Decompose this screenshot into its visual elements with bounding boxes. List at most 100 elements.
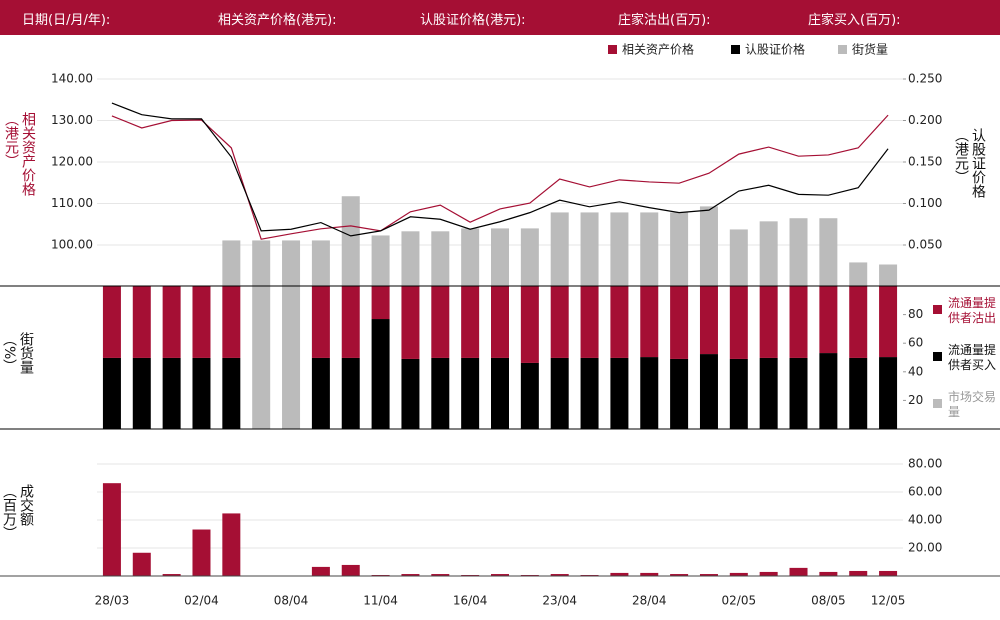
bar-segment	[759, 286, 778, 358]
bar-segment	[789, 357, 808, 429]
tick-label: 40	[908, 364, 923, 378]
line	[111, 114, 889, 240]
tick-label: 120.00	[51, 155, 93, 169]
legend-swatch	[608, 45, 617, 54]
header-field: 日期(日/月/年):	[22, 13, 111, 28]
bar-segment	[699, 286, 718, 355]
bar	[102, 483, 121, 576]
bar	[849, 262, 868, 287]
legend-label: 流通量提供者沽出	[948, 296, 997, 325]
legend-label: 认股证价格	[745, 42, 805, 57]
bar-segment	[849, 357, 868, 429]
bar-segment	[222, 286, 241, 358]
bar-segment	[580, 286, 599, 358]
legend-swatch	[933, 305, 942, 314]
bar-segment	[132, 286, 151, 358]
bar-segment	[311, 286, 330, 358]
bar-segment	[610, 286, 629, 358]
x-tick-label: 02/04	[184, 594, 219, 608]
header-field: 庄家沽出(百万):	[618, 13, 711, 28]
tick-label: 0.100	[908, 196, 942, 210]
header-field: 认股证价格(港元):	[420, 13, 526, 28]
bar-segment	[132, 357, 151, 429]
bar-segment	[401, 286, 420, 359]
tick-label: 0.200	[908, 113, 942, 127]
bar	[879, 264, 898, 287]
y2-axis-title: 认股证价格（港元）	[953, 128, 986, 198]
bar-segment	[401, 358, 420, 429]
bar-segment	[102, 357, 121, 429]
bar	[819, 571, 838, 576]
bar	[341, 564, 360, 576]
bar-segment	[699, 354, 718, 429]
legend-swatch	[731, 45, 740, 54]
bar	[640, 572, 659, 576]
bar-segment	[879, 286, 898, 358]
bar	[699, 206, 718, 287]
bar-segment	[461, 286, 480, 358]
bar	[759, 571, 778, 576]
bar	[729, 572, 748, 576]
tick-label: 140.00	[51, 72, 93, 86]
bar	[550, 212, 569, 287]
bar-segment	[849, 286, 868, 358]
bar	[879, 570, 898, 576]
bar-segment	[162, 357, 181, 429]
bar	[491, 228, 509, 287]
bar-segment	[550, 286, 569, 358]
bar	[819, 218, 838, 287]
y-axis-title: 街货量（%）	[1, 332, 34, 374]
tick-label: 80	[908, 307, 923, 321]
bar	[580, 212, 599, 287]
tick-label: 0.250	[908, 72, 942, 86]
y-axis-title: 相关资产价格（港元）	[3, 112, 36, 196]
x-tick-label: 28/03	[95, 594, 130, 608]
legend-label: 市场交易量	[948, 390, 997, 419]
bar-segment	[610, 357, 629, 429]
bar-segment	[729, 286, 748, 359]
bar-segment	[789, 286, 808, 358]
legend-label: 相关资产价格	[622, 42, 694, 57]
x-tick-label: 23/04	[542, 594, 577, 608]
bar-segment	[192, 286, 211, 358]
x-tick-label: 11/04	[363, 594, 398, 608]
bar	[461, 228, 480, 287]
tick-label: 0.050	[908, 238, 942, 252]
tick-label: 80.00	[908, 457, 942, 471]
legend-label: 流通量提供者买入	[948, 343, 997, 372]
bar	[670, 212, 689, 287]
header-bar: 日期(日/月/年): 相关资产价格(港元): 认股证价格(港元): 庄家沽出(百…	[0, 0, 1000, 35]
bar	[729, 229, 748, 287]
bar	[610, 212, 629, 287]
bar-segment	[461, 357, 480, 429]
bar	[670, 574, 689, 576]
bar	[491, 574, 509, 576]
bar-segment	[491, 357, 509, 429]
bar-segment	[640, 357, 659, 429]
bar	[222, 240, 241, 287]
tick-label: 60	[908, 336, 923, 350]
header-field: 相关资产价格(港元):	[218, 13, 337, 28]
bar	[252, 240, 271, 287]
bar-segment	[431, 286, 450, 358]
tick-label: 60.00	[908, 485, 942, 499]
bar-segment	[311, 357, 330, 429]
x-tick-label: 08/04	[274, 594, 309, 608]
bar-segment	[520, 362, 539, 429]
bar	[759, 221, 778, 287]
legend-label: 街货量	[852, 42, 888, 57]
bar-segment	[371, 286, 390, 320]
bar	[132, 552, 151, 576]
bar-segment	[192, 357, 211, 429]
tick-label: 100.00	[51, 238, 93, 252]
bar-segment	[491, 286, 509, 358]
bar-segment	[282, 286, 301, 429]
bar	[789, 218, 808, 287]
line	[111, 102, 889, 237]
bar	[789, 567, 808, 576]
tick-label: 130.00	[51, 113, 93, 127]
bar-segment	[879, 357, 898, 429]
bar-segment	[670, 286, 689, 359]
